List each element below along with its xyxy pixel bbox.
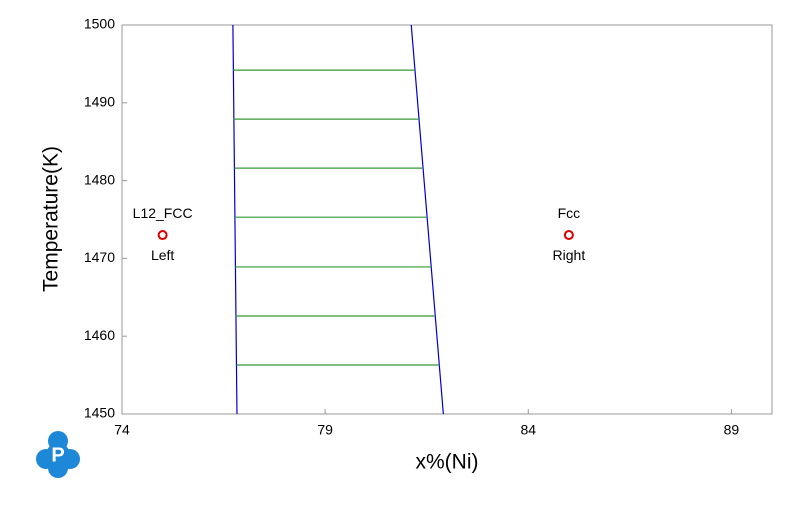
y-tick-label: 1450	[84, 405, 115, 421]
point-label: Left	[151, 247, 174, 263]
x-axis-title: x%(Ni)	[416, 451, 479, 474]
point-label: Right	[553, 247, 586, 263]
svg-text:P: P	[51, 444, 64, 466]
logo: P	[36, 431, 80, 478]
point	[563, 230, 574, 241]
point-label: L12_FCC	[133, 205, 193, 221]
point-label: Fcc	[558, 205, 581, 221]
y-axis-title: Temperature(K)	[40, 146, 63, 292]
series-line	[410, 24, 444, 415]
y-tick-label: 1480	[84, 171, 115, 187]
plot-frame	[121, 24, 773, 415]
y-tick-label: 1470	[84, 249, 115, 265]
x-tick-label: 89	[724, 422, 740, 438]
x-tick-label: 79	[317, 422, 333, 438]
y-tick-label: 1490	[84, 94, 115, 110]
point	[157, 230, 168, 241]
series-line	[232, 24, 238, 415]
y-tick-label: 1500	[84, 16, 115, 32]
y-tick-label: 1460	[84, 327, 115, 343]
x-tick-label: 84	[520, 422, 536, 438]
x-tick-label: 74	[114, 422, 130, 438]
